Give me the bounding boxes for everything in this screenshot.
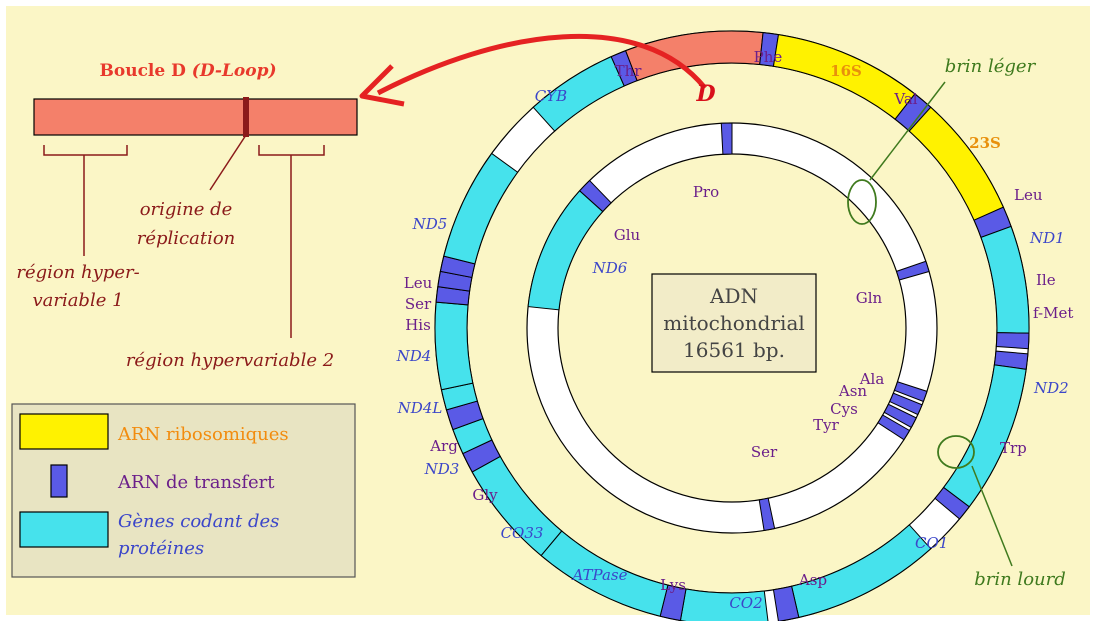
nd4-gene — [434, 301, 474, 391]
dloop-letter: D — [695, 81, 715, 107]
light-strand-marker — [847, 179, 877, 225]
label-arg: Arg — [429, 437, 458, 455]
origin-label-1: origine de — [140, 199, 233, 220]
ile-trna — [995, 332, 1030, 350]
center-line-3: 16561 bp. — [683, 338, 785, 362]
nd5-gene — [443, 152, 519, 265]
inner-ring — [526, 122, 938, 534]
label-gln: Gln — [856, 289, 883, 307]
hv1-label-2: variable 1 — [32, 290, 123, 311]
dloop-title: Boucle D (D-Loop) — [100, 61, 277, 81]
legend-protein-label-1: Gènes codant des — [118, 511, 279, 532]
light-strand-pointer — [869, 81, 946, 181]
label-asp: Asp — [798, 571, 827, 589]
label-phe: Phe — [754, 48, 783, 66]
label-asn: Asn — [838, 382, 868, 400]
label-ile: Ile — [1036, 271, 1056, 289]
label-tyr: Tyr — [813, 416, 839, 434]
label-pro: Pro — [693, 183, 719, 201]
label-thr: Thr — [615, 62, 643, 80]
nd6-gene — [527, 190, 604, 311]
label-leu-r: Leu — [1014, 186, 1043, 204]
cys-trna — [883, 403, 917, 429]
outer-ring — [434, 30, 1030, 626]
legend-rrna-label: ARN ribosomiques — [117, 424, 289, 445]
label-co1: CO1 — [915, 534, 948, 552]
legend-trna-swatch — [50, 464, 68, 498]
light-strand-label: brin léger — [945, 56, 1037, 77]
tyr-trna — [877, 414, 911, 441]
asn-trna — [889, 392, 923, 416]
pro-trna — [720, 122, 733, 155]
thr-trna — [610, 50, 638, 87]
label-nd6: ND6 — [592, 259, 628, 277]
label-co33: CO33 — [501, 524, 544, 542]
label-lys: Lys — [660, 576, 686, 594]
label-his: His — [405, 316, 431, 334]
hv1-bracket — [43, 145, 128, 256]
label-cyb: CYB — [535, 87, 567, 105]
dloop-arrow — [376, 33, 707, 96]
asp-trna — [772, 585, 800, 622]
label-ser-l: Ser — [405, 295, 432, 313]
origin-pointer — [209, 134, 247, 191]
label-leu-l: Leu — [404, 274, 433, 292]
label-val: Val — [893, 90, 917, 108]
label-fmet: f-Met — [1033, 304, 1073, 322]
legend-protein-swatch — [19, 511, 109, 548]
hv1-label-1: région hyper- — [16, 262, 139, 283]
hv2-bracket — [258, 145, 325, 338]
heavy-strand-pointer — [971, 465, 1013, 567]
trp-trna — [934, 486, 970, 520]
heavy-strand-marker — [937, 435, 975, 469]
center-line-2: mitochondrial — [663, 311, 805, 335]
label-nd1: ND1 — [1029, 229, 1065, 247]
center-box — [651, 273, 817, 373]
label-nd4: ND4 — [396, 347, 432, 365]
legend-protein-label-2: protéines — [118, 538, 204, 559]
dloop-arrowhead — [359, 64, 405, 107]
label-atpase: ATPase — [571, 566, 628, 584]
label-cys: Cys — [830, 400, 858, 418]
dloop-bar — [33, 98, 358, 136]
label-ser-i: Ser — [751, 443, 778, 461]
label-16s: 16S — [830, 62, 862, 80]
replication-origin-mark — [243, 97, 249, 137]
label-23s: 23S — [969, 134, 1001, 152]
label-co2: CO2 — [729, 594, 762, 612]
ala-trna — [893, 381, 928, 403]
glu-trna — [578, 179, 612, 213]
label-ala: Ala — [859, 370, 885, 388]
gln-trna — [895, 260, 930, 281]
label-nd5: ND5 — [412, 215, 448, 233]
hv2-label: région hypervariable 2 — [126, 350, 334, 371]
label-trp: Trp — [1000, 439, 1027, 457]
legend-trna-label: ARN de transfert — [117, 472, 275, 493]
label-gly: Gly — [472, 486, 498, 504]
ring-labels: Phe 16S Val 23S Leu ND1 Ile f-Met ND2 Tr… — [396, 48, 1074, 612]
origin-label-2: réplication — [137, 228, 236, 249]
label-glu: Glu — [614, 226, 641, 244]
label-nd4l: ND4L — [397, 399, 443, 417]
label-nd3: ND3 — [424, 460, 460, 478]
center-line-1: ADN — [709, 284, 758, 308]
label-nd2: ND2 — [1033, 379, 1069, 397]
legend-rrna-swatch — [19, 413, 109, 450]
ser-trna-i — [758, 497, 776, 532]
heavy-strand-label: brin lourd — [974, 569, 1066, 590]
